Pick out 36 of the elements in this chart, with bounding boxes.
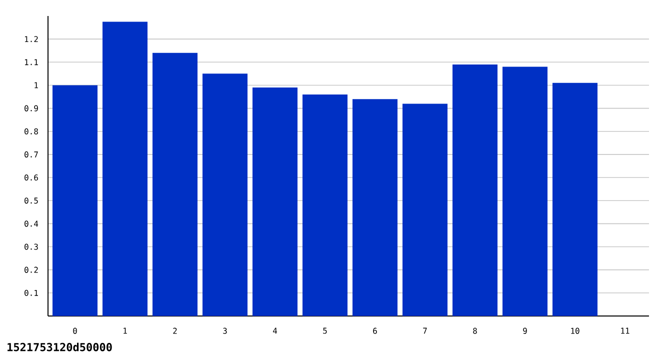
bar (252, 88, 298, 316)
bar (552, 82, 598, 316)
y-tick-label: 1.2 (24, 36, 38, 42)
x-tick-label: 4 (272, 328, 278, 334)
bar (452, 64, 498, 316)
bar (352, 99, 398, 316)
x-tick-label: 7 (423, 328, 427, 334)
x-tick-label: 1 (124, 328, 127, 334)
y-tick-label: 0.9 (24, 105, 38, 112)
bar (52, 85, 98, 316)
y-tick-label: 1.1 (24, 59, 38, 66)
y-tick-label: 0.4 (24, 220, 38, 227)
bar (152, 52, 198, 316)
x-tick-label: 5 (323, 328, 327, 334)
x-tick-label: 11 (621, 328, 630, 334)
x-tick-label: 6 (373, 328, 377, 334)
y-tick-label: 0.3 (24, 244, 38, 250)
bar (302, 94, 348, 316)
y-tick-label: 0.2 (24, 266, 38, 273)
x-tick-label: 3 (223, 328, 227, 334)
x-tick-label: 2 (173, 328, 177, 334)
bar (202, 74, 248, 316)
x-tick-label: 9 (523, 328, 527, 334)
x-tick-label: 0 (73, 328, 77, 334)
y-tick-label: 0.5 (24, 198, 38, 204)
x-tick-label: 10 (571, 328, 580, 334)
text: 1521753120d50000 (8, 342, 112, 352)
bar (402, 104, 448, 316)
x-tick-label: 8 (473, 328, 477, 334)
bar (102, 22, 148, 316)
y-tick-label: 0.8 (24, 128, 38, 134)
y-tick-label: 0.1 (24, 290, 38, 296)
bar (502, 66, 548, 316)
y-tick-label: 0.7 (24, 151, 38, 158)
y-tick-label: 1 (34, 82, 38, 88)
y-tick-label: 0.6 (24, 174, 38, 181)
